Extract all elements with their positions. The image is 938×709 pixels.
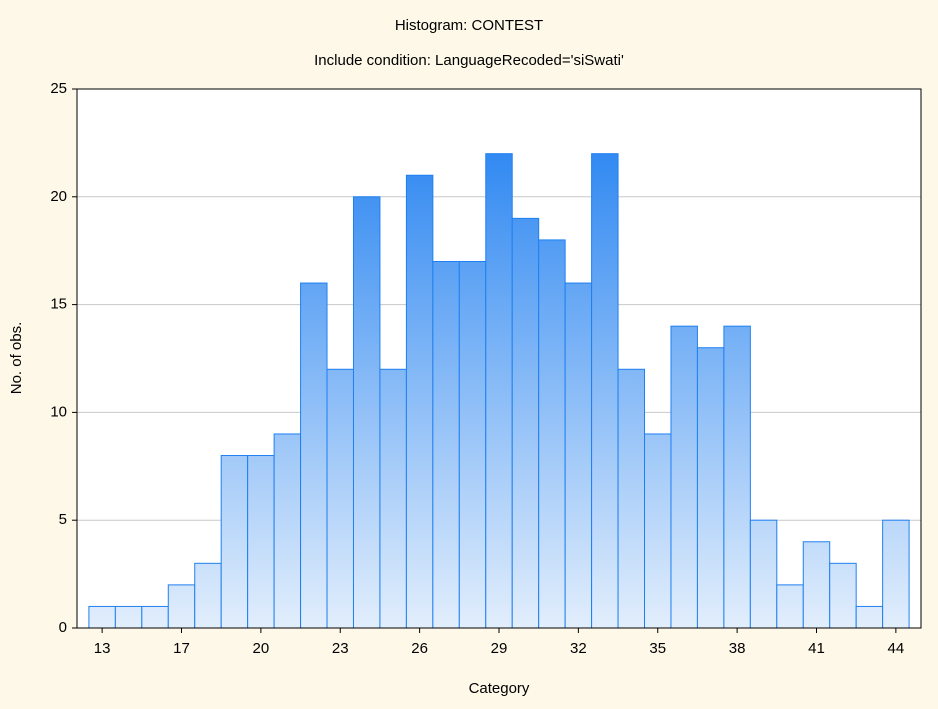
x-tick-label: 29	[491, 640, 508, 657]
bar	[194, 562, 222, 629]
y-axis-label: No. of obs.	[8, 322, 25, 395]
y-tick-label: 5	[59, 511, 67, 528]
x-tick-label: 35	[649, 640, 666, 657]
bar	[379, 368, 407, 629]
bar	[300, 282, 328, 629]
bar	[458, 260, 487, 629]
chart-subtitle: Include condition: LanguageRecoded='siSw…	[314, 52, 624, 69]
x-axis-label: Category	[469, 680, 530, 697]
bar	[829, 562, 857, 629]
bar	[511, 217, 540, 629]
bar	[591, 153, 619, 629]
x-tick-label: 38	[729, 640, 746, 657]
bar	[644, 433, 672, 629]
plot-frame	[76, 88, 922, 629]
bar	[855, 605, 884, 629]
bar	[564, 282, 593, 629]
bar	[617, 368, 646, 629]
bar	[538, 239, 566, 629]
x-tick-label: 17	[173, 640, 190, 657]
bar	[247, 455, 275, 629]
x-tick-label: 13	[94, 640, 111, 657]
bar	[167, 584, 196, 629]
x-tick-label: 32	[570, 640, 587, 657]
bar	[749, 519, 778, 629]
x-tick-label: 26	[411, 640, 428, 657]
bar	[220, 455, 249, 629]
bar	[405, 174, 434, 629]
bar	[670, 325, 698, 629]
bar	[352, 196, 381, 629]
chart-title: Histogram: CONTEST	[395, 17, 543, 34]
x-tick-label: 41	[808, 640, 825, 657]
x-tick-label: 44	[888, 640, 905, 657]
bar	[802, 541, 831, 629]
y-tick-label: 0	[59, 619, 67, 636]
bar	[141, 605, 169, 629]
y-tick-label: 15	[50, 296, 67, 313]
x-tick-label: 20	[253, 640, 270, 657]
bar	[114, 605, 143, 629]
bar	[326, 368, 354, 629]
x-tick-label: 23	[332, 640, 349, 657]
bar	[882, 519, 910, 629]
bar	[485, 153, 513, 629]
y-tick-label: 10	[50, 403, 67, 420]
bar	[776, 584, 804, 629]
bar	[273, 433, 302, 629]
bar	[723, 325, 751, 629]
bar	[432, 260, 460, 629]
bar	[696, 347, 725, 629]
y-tick-label: 20	[50, 188, 67, 205]
bar	[88, 605, 116, 629]
y-tick-label: 25	[50, 80, 67, 97]
